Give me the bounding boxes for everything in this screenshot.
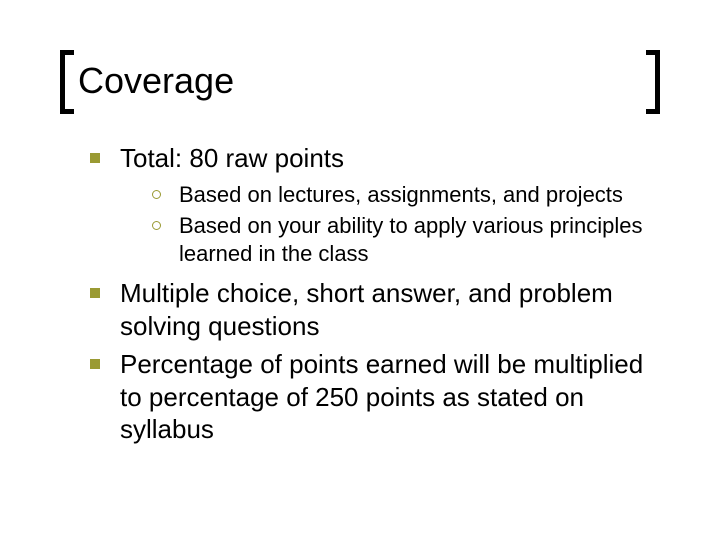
- hollow-circle-bullet-icon: [152, 221, 161, 230]
- list-item: Total: 80 raw points: [90, 142, 650, 175]
- list-item-text: Total: 80 raw points: [120, 142, 344, 175]
- list-item: Based on your ability to apply various p…: [152, 212, 650, 267]
- bracket-left-icon: [60, 50, 74, 114]
- square-bullet-icon: [90, 288, 100, 298]
- slide-body: Total: 80 raw points Based on lectures, …: [60, 142, 660, 446]
- list-item-text: Based on your ability to apply various p…: [179, 212, 650, 267]
- list-item: Based on lectures, assignments, and proj…: [152, 181, 650, 209]
- slide: Coverage Total: 80 raw points Based on l…: [0, 0, 720, 540]
- title-region: Coverage: [60, 50, 660, 114]
- square-bullet-icon: [90, 153, 100, 163]
- list-item-text: Based on lectures, assignments, and proj…: [179, 181, 623, 209]
- list-item: Percentage of points earned will be mult…: [90, 348, 650, 446]
- list-item: Multiple choice, short answer, and probl…: [90, 277, 650, 342]
- list-item-text: Multiple choice, short answer, and probl…: [120, 277, 650, 342]
- list-item-text: Percentage of points earned will be mult…: [120, 348, 650, 446]
- slide-title: Coverage: [72, 60, 652, 102]
- sub-list: Based on lectures, assignments, and proj…: [90, 181, 650, 268]
- hollow-circle-bullet-icon: [152, 190, 161, 199]
- square-bullet-icon: [90, 359, 100, 369]
- bracket-right-icon: [646, 50, 660, 114]
